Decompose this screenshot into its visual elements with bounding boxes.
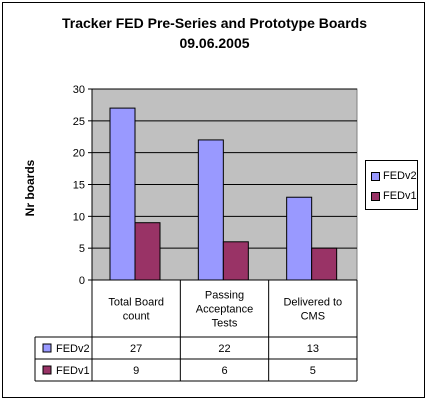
- table-key-fedv1: [42, 365, 52, 375]
- table-key-fedv2: [42, 343, 52, 353]
- legend-label-fedv2: FEDv2: [383, 170, 417, 182]
- chart-subtitle: 09.06.2005: [179, 35, 250, 51]
- legend-item-fedv1: FEDv1: [371, 189, 417, 203]
- legend: FEDv2 FEDv1: [365, 160, 418, 210]
- data-label: 13: [307, 343, 319, 355]
- data-label: 6: [221, 365, 227, 377]
- x-tick-label: Passing: [205, 290, 244, 302]
- table-series-label: FEDv1: [56, 365, 90, 377]
- bar-fedv1: [222, 241, 249, 281]
- table-series-label: FEDv2: [56, 343, 90, 355]
- bar-fedv2: [286, 196, 313, 281]
- y-tick-label: 25: [73, 116, 85, 128]
- legend-swatch-fedv1: [371, 191, 380, 201]
- x-tick-label: Total Board: [108, 297, 164, 309]
- data-label: 22: [218, 343, 230, 355]
- bar-fedv1: [311, 247, 338, 281]
- bar-fedv1: [134, 222, 161, 281]
- legend-item-fedv2: FEDv2: [371, 169, 417, 183]
- y-tick-label: 0: [79, 275, 85, 287]
- chart-title: Tracker FED Pre-Series and Prototype Boa…: [62, 15, 367, 31]
- data-label: 5: [310, 365, 316, 377]
- legend-label-fedv1: FEDv1: [383, 190, 417, 202]
- x-tick-label: CMS: [301, 311, 325, 323]
- y-tick-label: 20: [73, 148, 85, 160]
- data-label: 27: [130, 343, 142, 355]
- y-tick-label: 15: [73, 180, 85, 192]
- x-tick-label: count: [123, 311, 150, 323]
- x-tick-label: Acceptance: [196, 304, 253, 316]
- legend-swatch-fedv2: [371, 171, 380, 181]
- bar-fedv2: [109, 107, 136, 281]
- y-tick-label: 30: [73, 84, 85, 96]
- y-tick-label: 5: [79, 243, 85, 255]
- bar-fedv2: [197, 139, 224, 281]
- x-tick-label: Delivered to: [283, 297, 342, 309]
- y-tick-label: 10: [73, 211, 85, 223]
- data-label: 9: [133, 365, 139, 377]
- x-tick-label: Tests: [212, 318, 238, 330]
